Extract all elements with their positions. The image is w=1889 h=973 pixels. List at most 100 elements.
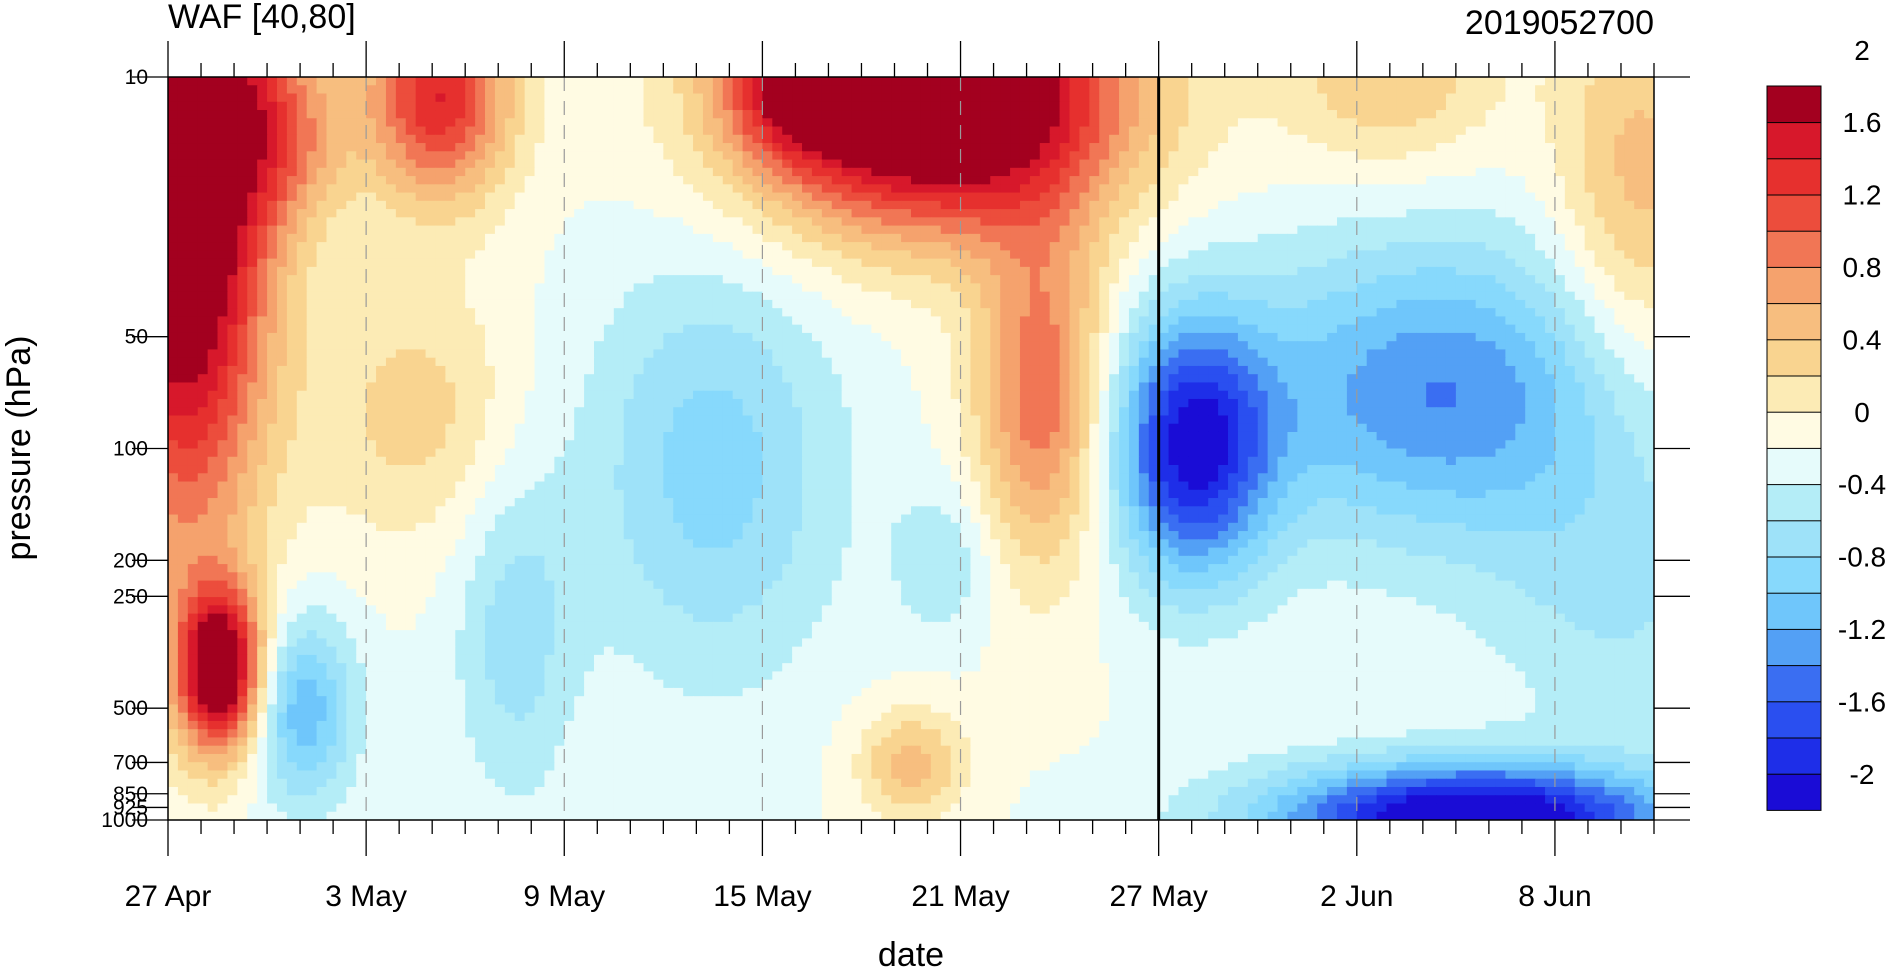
contour-cell — [1059, 332, 1071, 342]
contour-cell — [1138, 77, 1150, 86]
contour-cell — [782, 275, 793, 284]
contour-cell — [653, 118, 664, 128]
contour-cell — [1099, 143, 1110, 152]
contour-cell — [1455, 299, 1467, 309]
contour-cell — [881, 258, 892, 268]
contour-cell — [197, 176, 209, 185]
contour-cell — [1594, 167, 1606, 177]
contour-cell — [1297, 134, 1308, 144]
contour-cell — [851, 192, 863, 202]
contour-cell — [821, 192, 833, 202]
contour-cell — [712, 242, 724, 251]
contour-cell — [1455, 283, 1467, 293]
contour-cell — [445, 209, 456, 218]
contour-cell — [1644, 101, 1654, 111]
contour-cell — [1128, 134, 1140, 144]
contour-cell — [1356, 283, 1368, 293]
contour-cell — [1307, 275, 1318, 284]
contour-cell — [693, 225, 704, 235]
contour-cell — [663, 77, 674, 86]
contour-cell — [990, 209, 1001, 218]
contour-cell — [376, 85, 387, 95]
contour-cell — [901, 143, 912, 152]
contour-cell — [1505, 324, 1516, 334]
contour-cell — [524, 159, 536, 169]
contour-cell — [455, 77, 466, 86]
contour-cell — [584, 126, 595, 136]
contour-cell — [940, 77, 952, 86]
contour-cell — [207, 110, 219, 119]
contour-cell — [475, 299, 486, 309]
contour-cell — [455, 283, 466, 293]
contour-cell — [673, 151, 684, 161]
contour-cell — [930, 151, 942, 161]
contour-cell — [911, 126, 922, 136]
contour-cell — [593, 349, 605, 359]
contour-cell — [306, 110, 318, 119]
contour-cell — [732, 101, 744, 111]
contour-cell — [633, 316, 645, 326]
contour-cell — [1079, 93, 1090, 103]
contour-cell — [1475, 316, 1487, 326]
contour-cell — [1594, 308, 1606, 318]
contour-cell — [1644, 233, 1654, 243]
contour-cell — [1535, 184, 1546, 194]
contour-cell — [1049, 209, 1061, 218]
contour-cell — [1386, 118, 1398, 128]
contour-cell — [623, 167, 635, 177]
contour-cell — [465, 101, 476, 111]
contour-cell — [415, 266, 427, 276]
contour-cell — [1317, 275, 1328, 284]
contour-cell — [267, 341, 278, 351]
contour-cell — [643, 93, 655, 103]
contour-cell — [1237, 242, 1249, 251]
contour-cell — [762, 316, 773, 326]
contour-cell — [1564, 77, 1576, 86]
contour-cell — [1237, 85, 1249, 95]
contour-cell — [1554, 233, 1566, 243]
contour-cell — [1049, 341, 1061, 351]
contour-cell — [1029, 126, 1041, 136]
contour-cell — [1218, 85, 1229, 95]
contour-cell — [1307, 225, 1318, 235]
contour-cell — [247, 159, 258, 169]
contour-cell — [455, 118, 466, 128]
contour-cell — [247, 332, 258, 342]
contour-cell — [1406, 225, 1417, 235]
contour-cell — [1515, 217, 1526, 227]
contour-cell — [1277, 242, 1289, 251]
contour-cell — [197, 209, 209, 218]
contour-cell — [217, 316, 229, 326]
contour-cell — [1624, 126, 1635, 136]
contour-cell — [653, 85, 664, 95]
contour-cell — [1049, 258, 1061, 268]
contour-cell — [831, 299, 843, 309]
contour-cell — [376, 77, 387, 86]
contour-cell — [1624, 192, 1635, 202]
contour-cell — [782, 316, 793, 326]
contour-cell — [1128, 275, 1140, 284]
contour-cell — [564, 283, 575, 293]
contour-cell — [1247, 332, 1259, 342]
contour-cell — [1188, 266, 1199, 276]
contour-cell — [286, 85, 298, 95]
contour-cell — [1208, 242, 1219, 251]
contour-cell — [177, 266, 189, 276]
contour-cell — [336, 233, 347, 243]
contour-cell — [286, 167, 298, 177]
contour-cell — [316, 217, 328, 227]
contour-cell — [1208, 316, 1219, 326]
contour-cell — [385, 118, 397, 128]
contour-cell — [1138, 126, 1150, 136]
contour-cell — [316, 167, 328, 177]
contour-cell — [1168, 217, 1180, 227]
contour-cell — [1119, 283, 1130, 293]
contour-cell — [613, 192, 625, 202]
contour-cell — [475, 143, 486, 152]
contour-cell — [1119, 126, 1130, 136]
contour-cell — [603, 299, 615, 309]
contour-cell — [782, 324, 793, 334]
contour-cell — [554, 167, 565, 177]
contour-cell — [1237, 101, 1249, 111]
contour-cell — [197, 159, 209, 169]
